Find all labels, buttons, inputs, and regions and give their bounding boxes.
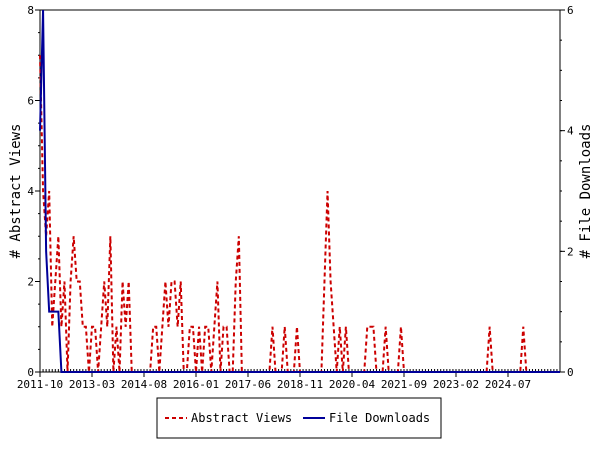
right-y-tick-label: 2 <box>567 245 574 258</box>
left-y-tick-label: 0 <box>27 366 34 379</box>
x-tick-label: 2024-07 <box>485 378 531 391</box>
x-tick-label: 2013-03 <box>69 378 115 391</box>
right-y-tick-label: 0 <box>567 366 574 379</box>
x-tick-label: 2014-08 <box>121 378 167 391</box>
right-y-axis-title: # File Downloads <box>578 124 594 259</box>
legend-box <box>156 397 442 439</box>
x-tick-label: 2016-01 <box>173 378 219 391</box>
x-tick-label: 2017-06 <box>225 378 271 391</box>
left-y-tick-label: 2 <box>27 276 34 289</box>
legend-label-abstract-views: Abstract Views <box>191 411 292 425</box>
left-y-tick-label: 4 <box>27 185 34 198</box>
series-line-abstract-views <box>39 55 560 373</box>
x-tick-label: 2011-10 <box>17 378 63 391</box>
plot-area <box>39 9 561 373</box>
x-tick-label: 2018-11 <box>277 378 323 391</box>
left-y-tick-label: 8 <box>27 4 34 17</box>
x-axis: 2011-10 2013-03 2014-08 2016-01 2017-06 2018-… <box>17 369 561 391</box>
legend-label-file-downloads: File Downloads <box>329 411 430 425</box>
plot-frame <box>39 9 561 373</box>
legend: Abstract Views File Downloads <box>156 397 442 439</box>
right-y-axis: 0 2 4 6 <box>560 4 574 379</box>
series-layer <box>39 9 560 373</box>
x-tick-label: 2020-04 <box>329 378 376 391</box>
x-tick-label: 2023-02 <box>433 378 479 391</box>
left-y-tick-label: 6 <box>27 95 34 108</box>
left-y-axis-title: # Abstract Views <box>8 124 24 259</box>
x-tick-label: 2021-09 <box>381 378 427 391</box>
left-y-axis: 0 2 4 6 8 <box>27 4 40 379</box>
series-line-file-downloads <box>39 9 560 373</box>
right-y-tick-label: 4 <box>567 125 574 138</box>
right-y-tick-label: 6 <box>567 4 574 17</box>
